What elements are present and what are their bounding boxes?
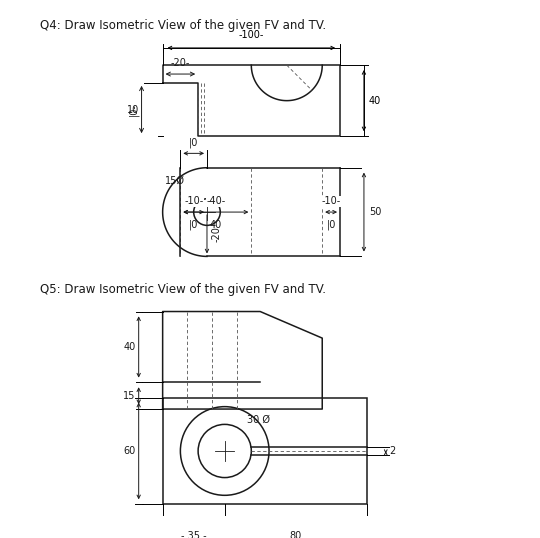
Text: 10: 10	[127, 104, 140, 115]
Text: 2: 2	[389, 446, 396, 456]
Text: -40-: -40-	[206, 196, 226, 206]
Text: - 35 -: - 35 -	[181, 531, 206, 538]
Text: 15: 15	[124, 391, 136, 401]
Text: |0: |0	[189, 137, 198, 147]
Text: Q4: Draw Isometric View of the given FV and TV.: Q4: Draw Isometric View of the given FV …	[40, 19, 326, 32]
Text: -20-: -20-	[171, 58, 190, 68]
Text: 50: 50	[369, 207, 381, 217]
Text: -10-: -10-	[184, 196, 203, 206]
Text: -20: -20	[212, 226, 222, 242]
Bar	[163, 398, 367, 504]
Text: 30 Ø: 30 Ø	[247, 415, 270, 425]
Text: 60: 60	[124, 446, 136, 456]
Text: 40: 40	[124, 342, 136, 352]
Text: 40: 40	[369, 96, 381, 105]
Text: 15Ø: 15Ø	[165, 175, 185, 186]
Text: |0-: |0-	[128, 103, 139, 116]
Text: Q5: Draw Isometric View of the given FV and TV.: Q5: Draw Isometric View of the given FV …	[40, 283, 326, 296]
Text: |0: |0	[326, 220, 336, 230]
Text: -10-: -10-	[321, 196, 341, 206]
Text: -100-: -100-	[239, 30, 264, 40]
Text: 40: 40	[210, 220, 222, 230]
Text: 80: 80	[289, 531, 302, 538]
Text: |0: |0	[189, 220, 198, 230]
